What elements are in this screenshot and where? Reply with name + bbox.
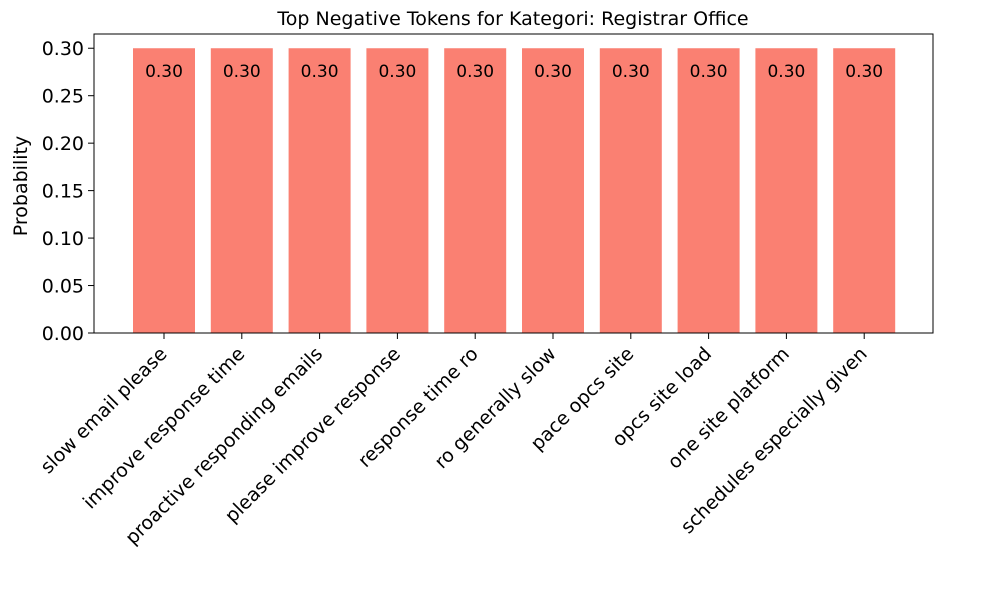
bar <box>677 48 740 333</box>
data-label: 0.30 <box>612 62 650 82</box>
y-tick-label: 0.05 <box>42 276 84 298</box>
y-tick-label: 0.10 <box>42 228 84 250</box>
data-label: 0.30 <box>145 62 183 82</box>
y-tick-label: 0.30 <box>42 38 84 60</box>
bar <box>833 48 896 333</box>
x-tick-label: slow email please <box>36 343 171 478</box>
data-label: 0.30 <box>378 62 416 82</box>
bar <box>210 48 273 333</box>
x-tick-label: improve response time <box>79 343 249 513</box>
bars-layer: 0.30 0.30 0.30 0.30 0.30 0.30 0.30 0.30 0.30 0.30 <box>133 48 896 333</box>
y-tick-label: 0.20 <box>42 133 84 155</box>
bar <box>288 48 351 333</box>
data-label: 0.30 <box>301 62 339 82</box>
data-label: 0.30 <box>534 62 572 82</box>
y-tick-label: 0.15 <box>42 181 84 203</box>
bar <box>522 48 584 333</box>
data-label: 0.30 <box>767 62 805 82</box>
bar <box>133 48 195 333</box>
data-label: 0.30 <box>456 62 494 82</box>
data-label: 0.30 <box>223 62 261 82</box>
chart-title: Top Negative Tokens for Kategori: Regist… <box>276 8 748 30</box>
y-axis-label: Probability <box>10 136 32 236</box>
bar <box>599 48 662 333</box>
y-tick-label: 0.00 <box>42 323 84 345</box>
bar <box>444 48 507 333</box>
data-label: 0.30 <box>845 62 883 82</box>
bar <box>366 48 429 333</box>
bar <box>755 48 818 333</box>
data-label: 0.30 <box>690 62 728 82</box>
plot-frame <box>93 33 934 334</box>
y-tick-label: 0.25 <box>42 86 84 108</box>
